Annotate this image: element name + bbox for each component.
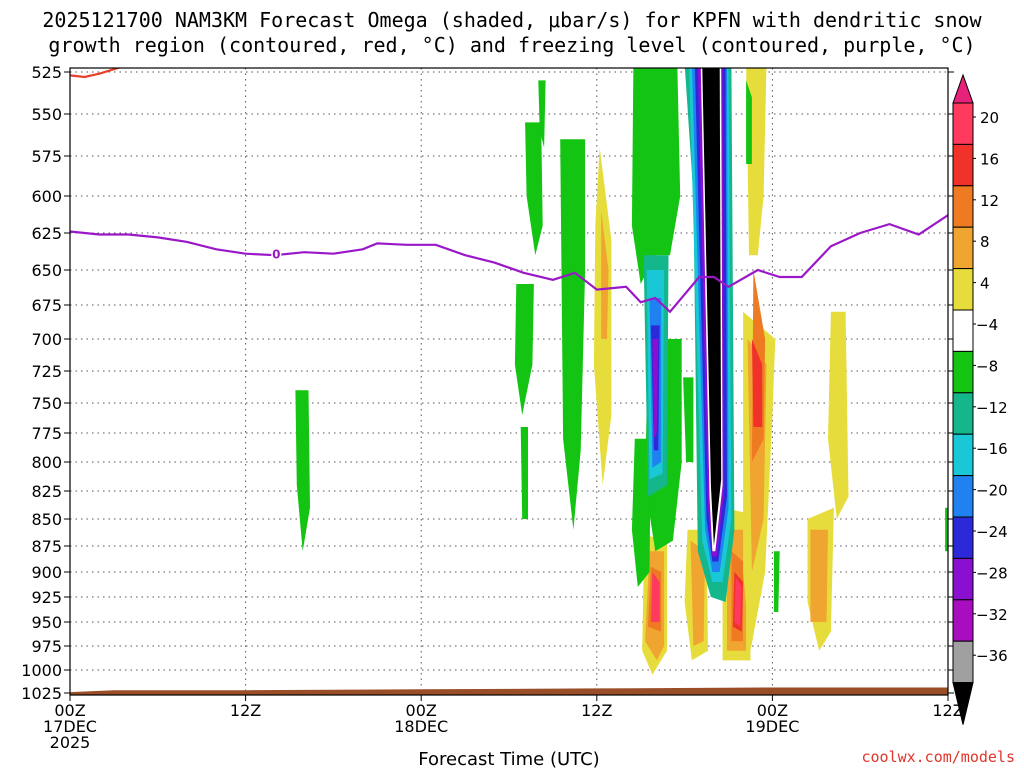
y-tick-label: 925 [31, 588, 62, 607]
dgz-contour-line [70, 68, 122, 79]
y-tick-label: 550 [31, 105, 62, 124]
omega-region-neg4 [525, 122, 543, 256]
colorbar-label: 8 [980, 233, 990, 251]
colorbar-bottom-arrow [952, 682, 974, 725]
y-tick-label: 650 [31, 261, 62, 280]
colorbar-label: −16 [976, 440, 1008, 458]
omega-region-neg4 [560, 139, 586, 530]
x-tick-label: 12Z [932, 701, 963, 720]
x-tick-label: 12Z [230, 701, 261, 720]
omega-region-pos20 [734, 577, 742, 627]
credit-link[interactable]: coolwx.com/models [861, 748, 1015, 766]
omega-region-neg4 [746, 80, 752, 164]
x-tick-label: 00Z [406, 701, 437, 720]
omega-region-neg28 [652, 339, 659, 439]
y-tick-label: 850 [31, 510, 62, 529]
colorbar: 20 16 12 8 4 −4 −8 −12 −16 −20 −24 −28 −32 −36 [952, 73, 1008, 725]
x-tick-label: 19DEC [745, 717, 799, 736]
surface-terrain [70, 687, 948, 695]
omega-region-pos16 [751, 339, 763, 427]
colorbar-label: −20 [976, 482, 1008, 500]
x-tick-label: 18DEC [394, 717, 448, 736]
omega-region-neg4 [683, 377, 694, 462]
colorbar-label: −32 [976, 606, 1008, 624]
colorbar-swatch [952, 350, 974, 394]
y-tick-label: 875 [31, 537, 62, 556]
x-tick-label: 17DEC [43, 717, 97, 736]
colorbar-swatch [952, 143, 974, 187]
omega-region-pos4 [828, 311, 849, 519]
omega-region-neg4 [631, 438, 651, 587]
omega-region-neg4 [538, 80, 546, 148]
omega-region-neg4 [631, 68, 681, 284]
omega-region-pos20 [650, 572, 660, 622]
y-tick-label: 825 [31, 482, 62, 501]
omega-region-neg4 [945, 507, 948, 552]
y-tick-label: 625 [31, 224, 62, 243]
colorbar-label: −28 [976, 564, 1008, 582]
omega-region-pos8 [690, 540, 706, 646]
colorbar-label: −4 [976, 316, 998, 334]
omega-region-neg4 [773, 551, 780, 612]
omega-region-neg4 [520, 427, 528, 519]
y-tick-label: 900 [31, 563, 62, 582]
plot-clip-group: 0 [70, 68, 948, 695]
colorbar-top-arrow [952, 73, 974, 104]
x-axis-label: Forecast Time (UTC) [418, 749, 599, 768]
freezing-level-label: 0 [272, 248, 280, 262]
x-tick-label: 00Z [54, 701, 85, 720]
y-tick-label: 725 [31, 362, 62, 381]
colorbar-swatch [952, 309, 974, 352]
x-tick-label: 2025 [50, 733, 91, 752]
colorbar-label: 16 [980, 150, 999, 168]
chart-title-line2: growth region (contoured, red, °C) and f… [48, 33, 975, 57]
y-tick-label: 575 [31, 147, 62, 166]
y-tick-label: 950 [31, 613, 62, 632]
plot-frame [69, 67, 949, 696]
y-tick-label: 775 [31, 424, 62, 443]
y-tick-label: 700 [31, 330, 62, 349]
colorbar-swatch [952, 599, 974, 642]
y-tick-label: 675 [31, 296, 62, 315]
y-tick-label: 1025 [21, 684, 62, 703]
colorbar-label: −12 [976, 399, 1008, 417]
colorbar-swatch [952, 557, 974, 601]
colorbar-label: −8 [976, 357, 998, 375]
x-tick-label: 12Z [581, 701, 612, 720]
y-tick-label: 750 [31, 394, 62, 413]
x-tick-label: 00Z [757, 701, 788, 720]
omega-region-pos8 [601, 210, 609, 339]
colorbar-swatch [952, 640, 974, 684]
colorbar-label: −36 [976, 647, 1008, 665]
colorbar-swatch [952, 433, 974, 477]
chart-title-line1: 2025121700 NAM3KM Forecast Omega (shaded… [42, 8, 982, 32]
y-tick-label: 800 [31, 453, 62, 472]
y-tick-label: 600 [31, 187, 62, 206]
omega-region-neg4 [514, 284, 534, 415]
colorbar-swatch [952, 392, 974, 435]
plot-area: 0 [69, 67, 949, 696]
y-tick-label: 1000 [21, 661, 62, 680]
y-tick-label: 975 [31, 637, 62, 656]
colorbar-swatch [952, 475, 974, 518]
colorbar-swatch [952, 226, 974, 270]
colorbar-label: 4 [980, 275, 990, 293]
colorbar-label: −24 [976, 523, 1008, 541]
colorbar-swatch [952, 268, 974, 311]
omega-region-neg4 [295, 390, 310, 552]
colorbar-label: 12 [980, 192, 999, 210]
colorbar-swatch [952, 516, 974, 559]
omega-region-neg40 [702, 68, 722, 546]
omega-region-pos8 [810, 529, 828, 622]
colorbar-swatch [952, 102, 974, 145]
colorbar-label: 20 [980, 109, 999, 127]
freezing-level-line [70, 214, 948, 314]
y-tick-label: 525 [31, 63, 62, 82]
colorbar-swatch [952, 185, 974, 228]
